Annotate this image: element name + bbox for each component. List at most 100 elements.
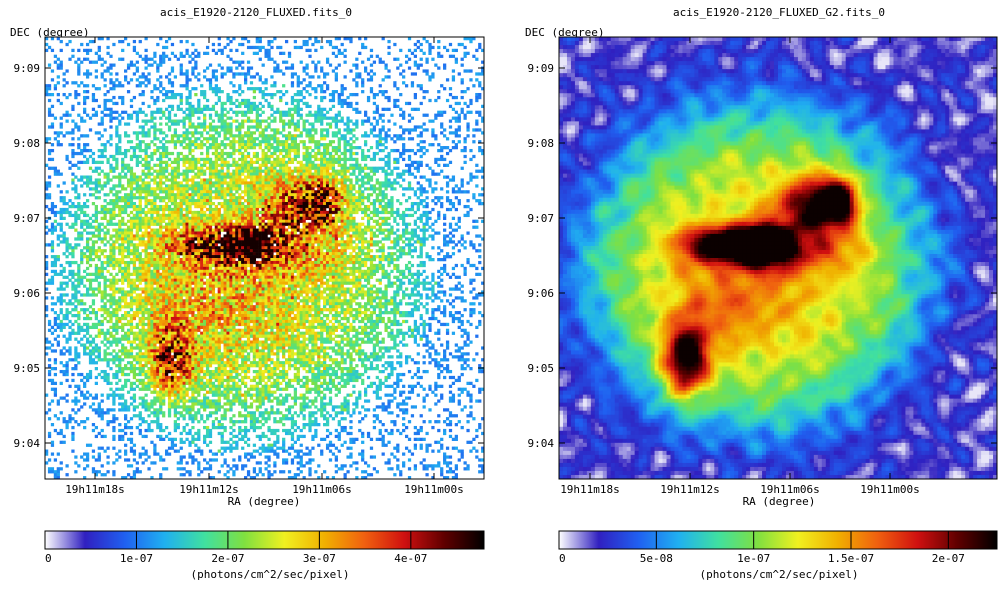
left-image-pixel — [302, 210, 306, 215]
left-image-pixel — [331, 146, 336, 150]
left-image-pixel — [246, 101, 251, 106]
left-image-pixel — [305, 128, 309, 132]
left-image-pixel — [352, 199, 356, 203]
left-image-pixel — [249, 240, 254, 244]
left-image-pixel — [162, 225, 166, 229]
left-image-pixel — [182, 84, 186, 88]
left-image-pixel — [235, 140, 239, 144]
left-image-pixel — [205, 184, 210, 188]
left-image-pixel — [109, 219, 113, 223]
left-image-pixel — [208, 87, 213, 91]
left-image-pixel — [241, 101, 245, 106]
left-image-pixel — [203, 169, 207, 173]
left-image-pixel — [343, 163, 347, 167]
left-image-pixel — [384, 90, 388, 94]
left-image-pixel — [229, 57, 233, 61]
left-image-pixel — [85, 175, 90, 179]
left-image-pixel — [232, 134, 236, 138]
left-image-pixel — [358, 196, 362, 200]
left-image-pixel — [147, 160, 151, 165]
left-image-pixel — [62, 240, 66, 244]
left-image-pixel — [440, 113, 444, 117]
left-image-pixel — [129, 140, 134, 144]
left-image-pixel — [349, 69, 353, 73]
left-image-pixel — [323, 148, 327, 153]
left-image-pixel — [205, 151, 210, 156]
left-image-pixel — [282, 187, 286, 191]
left-image-pixel — [94, 51, 98, 55]
left-image-pixel — [176, 57, 180, 61]
left-image-pixel — [323, 151, 327, 156]
left-image-pixel — [358, 163, 362, 167]
left-image-pixel — [197, 231, 201, 235]
left-image-pixel — [457, 119, 461, 123]
left-image-pixel — [62, 78, 66, 82]
left-image-pixel — [85, 184, 90, 188]
left-image-pixel — [267, 184, 271, 188]
left-image-pixel — [410, 84, 415, 88]
left-image-pixel — [407, 213, 412, 218]
left-image-pixel — [229, 207, 233, 212]
left-image-pixel — [194, 199, 198, 203]
left-image-pixel — [252, 187, 257, 191]
left-image-pixel — [302, 240, 306, 244]
left-image-pixel — [475, 48, 479, 53]
left-image-pixel — [325, 240, 330, 244]
left-image-pixel — [364, 166, 368, 170]
left-image-pixel — [255, 213, 259, 218]
left-image-pixel — [323, 222, 327, 226]
left-image-pixel — [220, 172, 224, 176]
left-image-pixel — [188, 169, 192, 173]
left-image-pixel — [191, 66, 195, 70]
left-image-pixel — [188, 131, 192, 135]
left-image-pixel — [361, 42, 365, 47]
left-image-pixel — [276, 140, 280, 144]
left-image-pixel — [77, 143, 81, 147]
left-image-pixel — [264, 134, 268, 138]
left-image-pixel — [191, 163, 195, 167]
left-image-pixel — [244, 143, 248, 147]
left-image-pixel — [346, 228, 350, 232]
left-image-pixel — [255, 184, 259, 188]
left-image-pixel — [299, 204, 303, 209]
left-image-pixel — [364, 140, 368, 144]
left-image-pixel — [94, 187, 98, 191]
left-image-pixel — [355, 66, 359, 70]
left-image-pixel — [352, 187, 356, 191]
left-image-pixel — [284, 199, 289, 203]
left-image-pixel — [246, 154, 251, 159]
left-image-pixel — [273, 128, 277, 132]
left-image-pixel — [194, 137, 198, 141]
left-image-pixel — [308, 166, 312, 170]
left-image-pixel — [437, 113, 441, 117]
left-image-pixel — [255, 37, 259, 41]
left-image-pixel — [214, 154, 218, 159]
left-image-pixel — [343, 148, 347, 153]
left-image-pixel — [156, 193, 160, 197]
left-image-pixel — [273, 204, 277, 209]
left-image-pixel — [77, 231, 81, 235]
left-image-pixel — [258, 75, 262, 79]
left-image-pixel — [407, 128, 412, 132]
left-image-pixel — [343, 184, 347, 188]
left-image-pixel — [179, 216, 183, 220]
left-image-pixel — [276, 219, 280, 223]
left-image-pixel — [197, 219, 201, 223]
left-image-pixel — [308, 213, 312, 218]
left-image-pixel — [97, 137, 101, 141]
left-image-pixel — [153, 199, 157, 203]
left-image-pixel — [179, 151, 183, 156]
left-image-pixel — [419, 154, 423, 159]
left-image-pixel — [407, 101, 412, 106]
left-image-pixel — [325, 157, 330, 162]
left-image-pixel — [129, 228, 134, 232]
left-image-pixel — [232, 160, 236, 165]
left-image-pixel — [182, 240, 186, 244]
left-image-pixel — [170, 216, 175, 220]
left-image-pixel — [264, 125, 268, 129]
left-image-pixel — [129, 202, 134, 206]
left-image-pixel — [255, 202, 259, 206]
left-image-pixel — [53, 131, 58, 135]
left-image-pixel — [167, 116, 172, 120]
left-image-pixel — [132, 216, 137, 220]
